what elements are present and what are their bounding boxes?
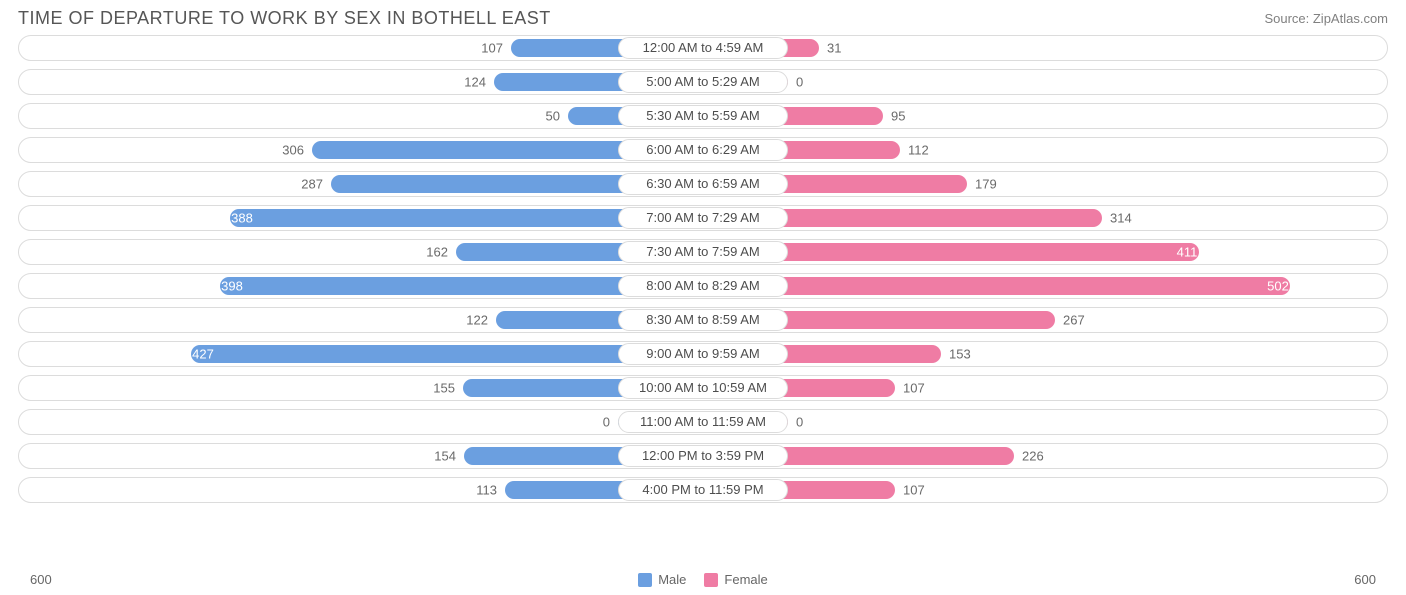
row-category-label: 6:00 AM to 6:29 AM	[618, 139, 788, 161]
chart-title: TIME OF DEPARTURE TO WORK BY SEX IN BOTH…	[18, 8, 551, 29]
male-value: 306	[282, 143, 304, 158]
row-category-label: 10:00 AM to 10:59 AM	[618, 377, 788, 399]
row-category-label: 5:30 AM to 5:59 AM	[618, 105, 788, 127]
female-value: 112	[908, 143, 929, 158]
female-value: 179	[975, 177, 997, 192]
male-value: 155	[433, 381, 455, 396]
female-value: 411	[1177, 245, 1198, 260]
female-value: 107	[903, 381, 925, 396]
female-value: 0	[796, 415, 803, 430]
row-category-label: 8:30 AM to 8:59 AM	[618, 309, 788, 331]
chart-source: Source: ZipAtlas.com	[1264, 11, 1388, 26]
chart-row: 113 107 4:00 PM to 11:59 PM	[18, 477, 1388, 503]
male-value: 154	[434, 449, 456, 464]
male-value: 0	[603, 415, 610, 430]
chart-area: 107 31 12:00 AM to 4:59 AM 124 0 5:00 AM to 5…	[0, 33, 1406, 503]
chart-row: 162 411 7:30 AM to 7:59 AM	[18, 239, 1388, 265]
chart-row: 388 314 7:00 AM to 7:29 AM	[18, 205, 1388, 231]
row-category-label: 7:30 AM to 7:59 AM	[618, 241, 788, 263]
male-value: 427	[192, 347, 214, 362]
legend-item: Female	[704, 572, 767, 587]
legend-label: Female	[724, 572, 767, 587]
chart-row: 154 226 12:00 PM to 3:59 PM	[18, 443, 1388, 469]
axis-left-max: 600	[30, 572, 52, 587]
chart-row: 287 179 6:30 AM to 6:59 AM	[18, 171, 1388, 197]
row-category-label: 12:00 AM to 4:59 AM	[618, 37, 788, 59]
male-value: 50	[546, 109, 560, 124]
male-value: 124	[464, 75, 486, 90]
chart-row: 107 31 12:00 AM to 4:59 AM	[18, 35, 1388, 61]
row-category-label: 7:00 AM to 7:29 AM	[618, 207, 788, 229]
chart-row: 50 95 5:30 AM to 5:59 AM	[18, 103, 1388, 129]
row-category-label: 8:00 AM to 8:29 AM	[618, 275, 788, 297]
female-bar	[703, 277, 1290, 295]
chart-row: 398 502 8:00 AM to 8:29 AM	[18, 273, 1388, 299]
legend-label: Male	[658, 572, 686, 587]
female-value: 267	[1063, 313, 1085, 328]
female-value: 226	[1022, 449, 1044, 464]
male-value: 287	[301, 177, 323, 192]
chart-row: 124 0 5:00 AM to 5:29 AM	[18, 69, 1388, 95]
chart-row: 122 267 8:30 AM to 8:59 AM	[18, 307, 1388, 333]
chart-row: 427 153 9:00 AM to 9:59 AM	[18, 341, 1388, 367]
legend-item: Male	[638, 572, 686, 587]
row-category-label: 9:00 AM to 9:59 AM	[618, 343, 788, 365]
chart-row: 0 0 11:00 AM to 11:59 AM	[18, 409, 1388, 435]
male-value: 388	[231, 211, 253, 226]
female-value: 314	[1110, 211, 1132, 226]
chart-row: 155 107 10:00 AM to 10:59 AM	[18, 375, 1388, 401]
axis-right-max: 600	[1354, 572, 1376, 587]
row-category-label: 11:00 AM to 11:59 AM	[618, 411, 788, 433]
row-category-label: 6:30 AM to 6:59 AM	[618, 173, 788, 195]
female-value: 0	[796, 75, 803, 90]
chart-header: TIME OF DEPARTURE TO WORK BY SEX IN BOTH…	[0, 0, 1406, 33]
female-value: 153	[949, 347, 971, 362]
row-category-label: 12:00 PM to 3:59 PM	[618, 445, 788, 467]
legend: Male Female	[638, 572, 768, 587]
legend-swatch	[638, 573, 652, 587]
legend-swatch	[704, 573, 718, 587]
row-category-label: 4:00 PM to 11:59 PM	[618, 479, 788, 501]
male-value: 162	[426, 245, 448, 260]
row-category-label: 5:00 AM to 5:29 AM	[618, 71, 788, 93]
female-value: 502	[1267, 279, 1289, 294]
male-value: 398	[221, 279, 243, 294]
male-value: 122	[466, 313, 488, 328]
female-value: 107	[903, 483, 925, 498]
chart-row: 306 112 6:00 AM to 6:29 AM	[18, 137, 1388, 163]
female-value: 95	[891, 109, 905, 124]
chart-footer: 600 Male Female 600	[0, 572, 1406, 587]
female-value: 31	[827, 41, 841, 56]
male-value: 107	[481, 41, 503, 56]
male-value: 113	[476, 483, 497, 498]
